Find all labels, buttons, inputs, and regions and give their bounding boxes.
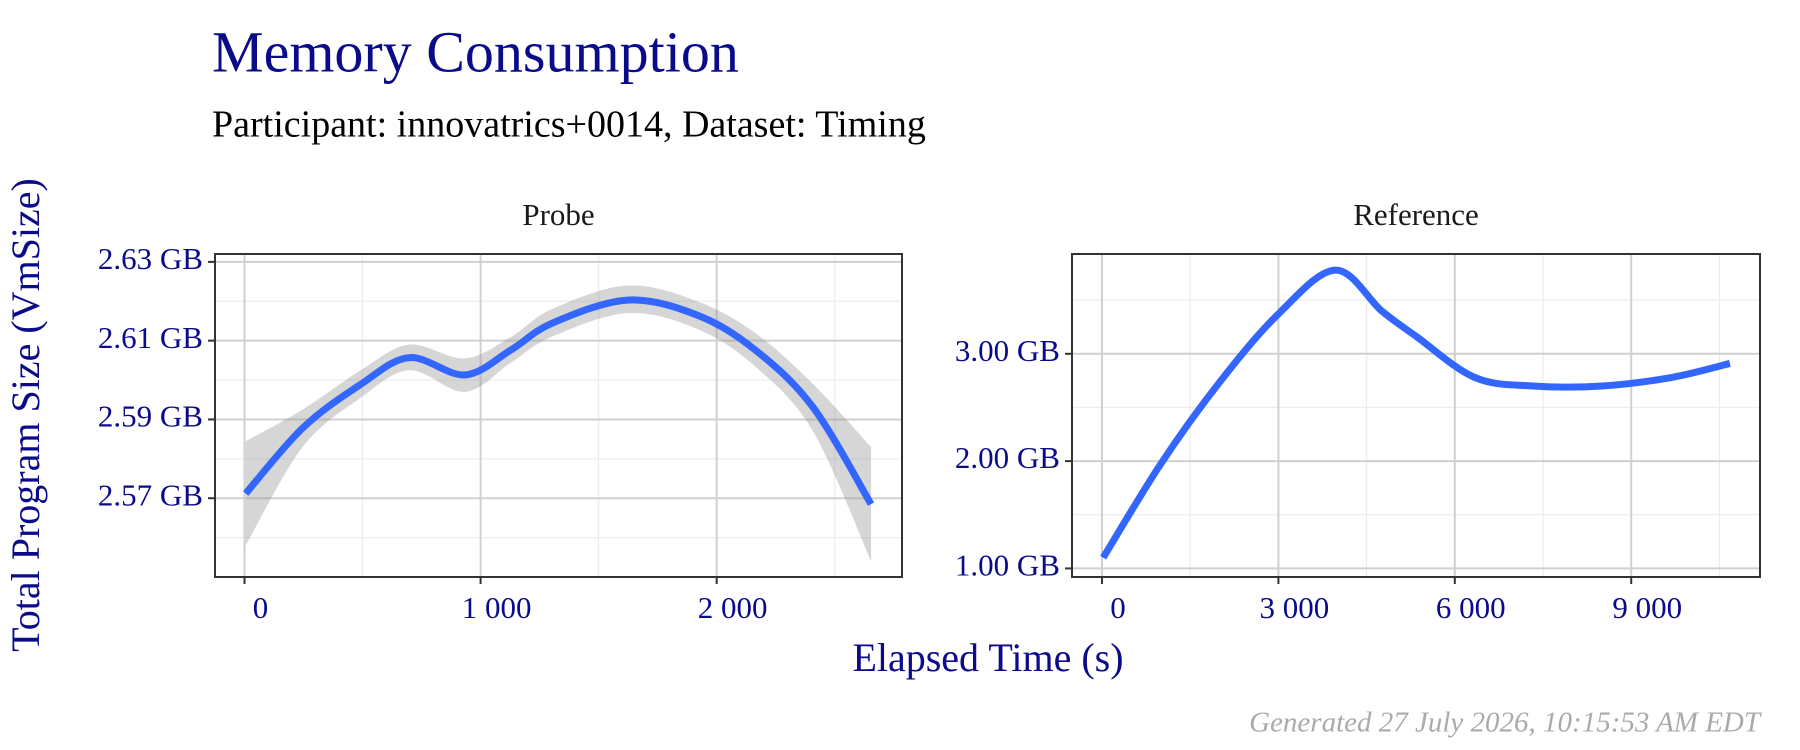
- caption: Generated 27 July 2026, 10:15:53 AM EDT: [1249, 707, 1762, 739]
- y-tick-label: 2.57 GB: [98, 477, 203, 512]
- y-tick-label: 3.00 GB: [955, 333, 1060, 368]
- y-axis-label: Total Program Size (VmSize): [3, 178, 48, 652]
- y-tick-label: 2.63 GB: [98, 241, 203, 276]
- chart-title: Memory Consumption: [212, 19, 739, 84]
- chart-subtitle: Participant: innovatrics+0014, Dataset: …: [212, 104, 926, 146]
- x-tick-label: 6 000: [1436, 590, 1506, 625]
- line: [243, 296, 875, 506]
- x-tick-label: 0: [1110, 590, 1126, 625]
- y-tick-label: 2.00 GB: [955, 440, 1060, 475]
- confidence-band: [245, 285, 872, 562]
- y-tick-label: 1.00 GB: [955, 548, 1060, 583]
- panel-border: [1071, 253, 1761, 578]
- panel-border: [214, 253, 903, 578]
- y-tick-label: 2.61 GB: [98, 320, 203, 355]
- line: [1100, 266, 1731, 560]
- x-tick-label: 9 000: [1612, 590, 1682, 625]
- x-tick-label: 3 000: [1260, 590, 1330, 625]
- panel-title: Probe: [522, 197, 594, 232]
- x-tick-label: 1 000: [462, 590, 532, 625]
- panel-title: Reference: [1353, 197, 1479, 232]
- x-tick-label: 0: [253, 590, 269, 625]
- y-tick-label: 2.59 GB: [98, 399, 203, 434]
- x-axis-label: Elapsed Time (s): [852, 635, 1123, 680]
- x-tick-label: 2 000: [698, 590, 768, 625]
